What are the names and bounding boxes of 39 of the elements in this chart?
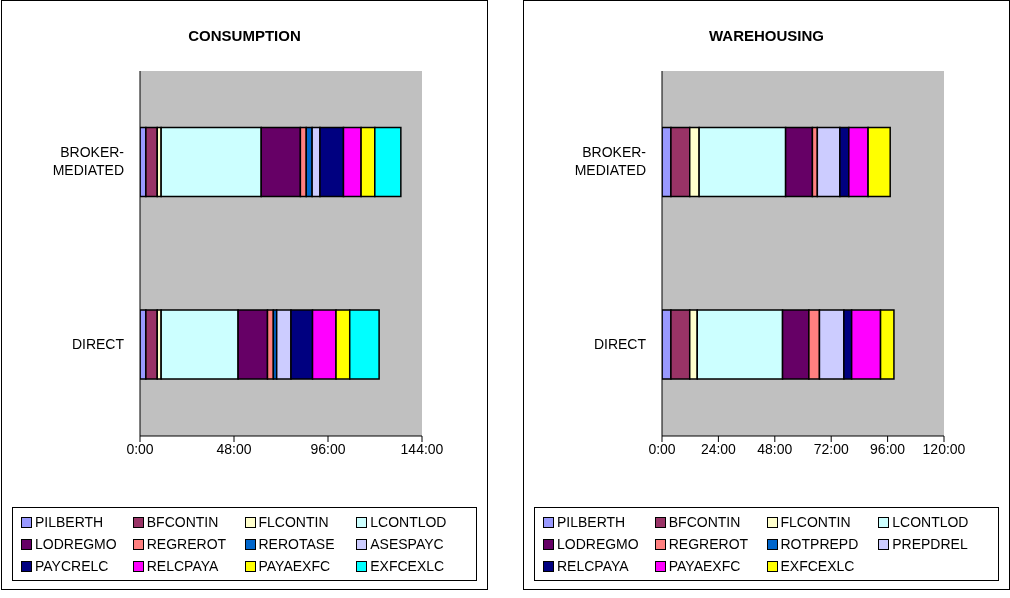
y-tick-label: DIRECT <box>71 335 125 352</box>
y-tick-label: DIRECT <box>593 335 647 352</box>
x-tick-label: 96:00 <box>310 440 346 457</box>
x-tick-label: 0:00 <box>648 440 676 457</box>
legend-label: PAYAEXFC <box>668 558 741 574</box>
legend-label: LCONTLOD <box>892 514 969 530</box>
x-tick-label: 96:00 <box>870 440 906 457</box>
x-tick-label: 48:00 <box>216 440 252 457</box>
y-tick-label: BROKER-MEDIATED <box>574 143 647 178</box>
legend-label: REGREROT <box>146 536 227 552</box>
legend-label: LODREGMO <box>35 536 117 552</box>
legend-label: RELCPAYA <box>557 558 629 574</box>
x-tick-label: 72:00 <box>813 440 849 457</box>
x-tick-label: 0:00 <box>126 440 154 457</box>
legend-label: EXFCEXLC <box>370 558 445 574</box>
x-tick-label: 120:00 <box>922 440 966 457</box>
legend-label: FLCONTIN <box>258 514 329 530</box>
legend-label: PAYCRELC <box>35 558 109 574</box>
legend-label: PILBERTH <box>557 514 626 530</box>
x-tick-label: 144:00 <box>400 440 444 457</box>
x-tick-label: 24:00 <box>700 440 737 457</box>
legend-label: BFCONTIN <box>668 514 741 530</box>
legend-label: PILBERTH <box>35 514 104 530</box>
legend-label: PREPDREL <box>892 536 968 552</box>
x-tick-label: 48:00 <box>757 440 793 457</box>
chart-title: CONSUMPTION <box>187 27 302 44</box>
legend-label: RELCPAYA <box>146 558 219 574</box>
legend-label: EXFCEXLC <box>780 558 855 574</box>
legend-label: LCONTLOD <box>370 514 447 530</box>
legend-label: FLCONTIN <box>780 514 851 530</box>
y-tick-label: BROKER-MEDIATED <box>52 143 125 178</box>
legend-label: REROTASE <box>258 536 335 552</box>
legend-label: REGREROT <box>668 536 749 552</box>
legend-label: ROTPREPD <box>780 536 859 552</box>
legend-label: LODREGMO <box>557 536 639 552</box>
legend-label: PAYAEXFC <box>258 558 331 574</box>
chart-title: WAREHOUSING <box>708 27 825 44</box>
legend-label: BFCONTIN <box>146 514 219 530</box>
legend-label: ASESPAYC <box>370 536 444 552</box>
